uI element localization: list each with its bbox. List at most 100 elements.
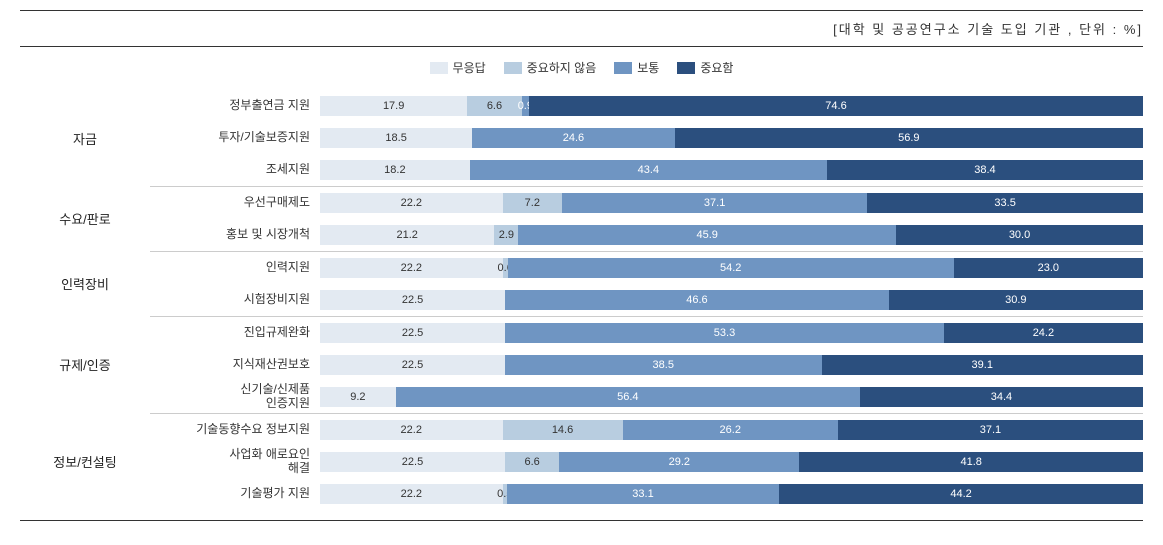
group-rows: 진입규제완화22.553.324.2지식재산권보호22.538.539.1신기술… (150, 316, 1143, 413)
bar-segment: 22.2 (320, 420, 503, 440)
bar-segment: 37.1 (838, 420, 1143, 440)
legend-swatch (430, 62, 448, 74)
bar-segment: 41.8 (799, 452, 1143, 472)
bar: 22.214.626.237.1 (320, 420, 1143, 440)
bar-segment: 14.6 (503, 420, 623, 440)
row-label: 기술평가 지원 (150, 487, 320, 501)
bar-row: 신기술/신제품인증지원9.256.434.4 (150, 381, 1143, 413)
bar-segment: 22.2 (320, 484, 503, 504)
bar: 18.524.656.9 (320, 128, 1143, 148)
row-label: 홍보 및 시장개척 (150, 228, 320, 242)
legend-item: 중요함 (677, 59, 733, 76)
bar-segment: 37.1 (562, 193, 867, 213)
group: 인력장비인력지원22.20.654.223.0시험장비지원22.546.630.… (20, 251, 1143, 316)
bar-row: 기술동향수요 정보지원22.214.626.237.1 (150, 414, 1143, 446)
bar-segment: 33.1 (507, 484, 779, 504)
bar-segment: 18.2 (320, 160, 470, 180)
legend-item: 무응답 (430, 59, 486, 76)
bar-segment: 22.2 (320, 193, 503, 213)
bar-segment: 33.5 (867, 193, 1143, 213)
legend-label: 중요하지 않음 (527, 59, 597, 76)
bar-segment: 46.6 (505, 290, 889, 310)
group-label: 수요/판로 (20, 186, 150, 251)
group-rows: 기술동향수요 정보지원22.214.626.237.1사업화 애로요인해결22.… (150, 413, 1143, 510)
bar: 22.546.630.9 (320, 290, 1143, 310)
bar-row: 기술평가 지원22.20.533.144.2 (150, 478, 1143, 510)
legend-item: 보통 (614, 59, 659, 76)
bar-segment: 74.6 (529, 96, 1143, 116)
bar-row: 진입규제완화22.553.324.2 (150, 317, 1143, 349)
bar-segment: 38.4 (827, 160, 1143, 180)
bar-row: 인력지원22.20.654.223.0 (150, 252, 1143, 284)
bar-row: 홍보 및 시장개척21.22.945.930.0 (150, 219, 1143, 251)
legend-label: 중요함 (700, 59, 733, 76)
bar: 18.243.438.4 (320, 160, 1143, 180)
bar: 17.96.60.974.6 (320, 96, 1143, 116)
group-rows: 인력지원22.20.654.223.0시험장비지원22.546.630.9 (150, 251, 1143, 316)
bar-segment: 24.2 (944, 323, 1143, 343)
bar-segment: 29.2 (559, 452, 799, 472)
bar-segment: 56.4 (396, 387, 860, 407)
group-rows: 우선구매제도22.27.237.133.5홍보 및 시장개척21.22.945.… (150, 186, 1143, 251)
legend: 무응답 중요하지 않음 보통 중요함 (20, 53, 1143, 90)
bar-row: 사업화 애로요인해결22.56.629.241.8 (150, 446, 1143, 478)
bar-segment: 56.9 (675, 128, 1143, 148)
bar-segment: 30.0 (896, 225, 1143, 245)
bar-segment: 23.0 (954, 258, 1143, 278)
bar-row: 시험장비지원22.546.630.9 (150, 284, 1143, 316)
bar-segment: 0.9 (522, 96, 529, 116)
group-label: 자금 (20, 90, 150, 186)
bar-segment: 2.9 (494, 225, 518, 245)
bar-segment: 38.5 (505, 355, 822, 375)
legend-item: 중요하지 않음 (504, 59, 597, 76)
bar: 22.538.539.1 (320, 355, 1143, 375)
bar-segment: 9.2 (320, 387, 396, 407)
row-label: 신기술/신제품인증지원 (150, 383, 320, 411)
bar: 21.22.945.930.0 (320, 225, 1143, 245)
bar-segment: 45.9 (518, 225, 896, 245)
bar-row: 지식재산권보호22.538.539.1 (150, 349, 1143, 381)
legend-swatch (504, 62, 522, 74)
legend-label: 무응답 (453, 59, 486, 76)
bar-segment: 18.5 (320, 128, 472, 148)
group-label: 규제/인증 (20, 316, 150, 413)
chart-title: [대학 및 공공연구소 기술 도입 기관 , 단위 : %] (833, 22, 1143, 37)
bar-row: 투자/기술보증지원18.524.656.9 (150, 122, 1143, 154)
bar: 22.20.533.144.2 (320, 484, 1143, 504)
legend-swatch (614, 62, 632, 74)
bar: 22.20.654.223.0 (320, 258, 1143, 278)
group-rows: 정부출연금 지원17.96.60.974.6 투자/기술보증지원18.524.65… (150, 90, 1143, 186)
group-label: 인력장비 (20, 251, 150, 316)
bar: 22.553.324.2 (320, 323, 1143, 343)
bar-segment: 34.4 (860, 387, 1143, 407)
bar-segment: 43.4 (470, 160, 827, 180)
bar: 22.56.629.241.8 (320, 452, 1143, 472)
bar: 9.256.434.4 (320, 387, 1143, 407)
row-label: 우선구매제도 (150, 196, 320, 210)
bar-segment: 44.2 (779, 484, 1143, 504)
row-label: 진입규제완화 (150, 326, 320, 340)
bar-segment: 17.9 (320, 96, 467, 116)
bar-segment: 22.5 (320, 323, 505, 343)
bar-segment: 22.5 (320, 290, 505, 310)
bar-segment: 53.3 (505, 323, 944, 343)
bar-segment: 22.5 (320, 355, 505, 375)
bar: 22.27.237.133.5 (320, 193, 1143, 213)
row-label: 조세지원 (150, 163, 320, 177)
row-label: 사업화 애로요인해결 (150, 448, 320, 476)
group: 수요/판로우선구매제도22.27.237.133.5홍보 및 시장개척21.22… (20, 186, 1143, 251)
bar-segment: 21.2 (320, 225, 494, 245)
bar-segment: 6.6 (505, 452, 559, 472)
chart-title-row: [대학 및 공공연구소 기술 도입 기관 , 단위 : %] (20, 10, 1143, 47)
legend-label: 보통 (637, 59, 659, 76)
bar-segment: 6.6 (467, 96, 521, 116)
group: 자금정부출연금 지원17.96.60.974.6 투자/기술보증지원18.524.… (20, 90, 1143, 186)
bar-row: 조세지원18.243.438.4 (150, 154, 1143, 186)
bar-row: 우선구매제도22.27.237.133.5 (150, 187, 1143, 219)
bar-segment: 24.6 (472, 128, 674, 148)
chart-area: 자금정부출연금 지원17.96.60.974.6투자/기술보증지원18.524.… (20, 90, 1143, 521)
row-label: 투자/기술보증지원 (150, 131, 320, 145)
bar-segment: 7.2 (503, 193, 562, 213)
bar-segment: 39.1 (822, 355, 1143, 375)
row-label: 정부출연금 지원 (150, 99, 320, 113)
